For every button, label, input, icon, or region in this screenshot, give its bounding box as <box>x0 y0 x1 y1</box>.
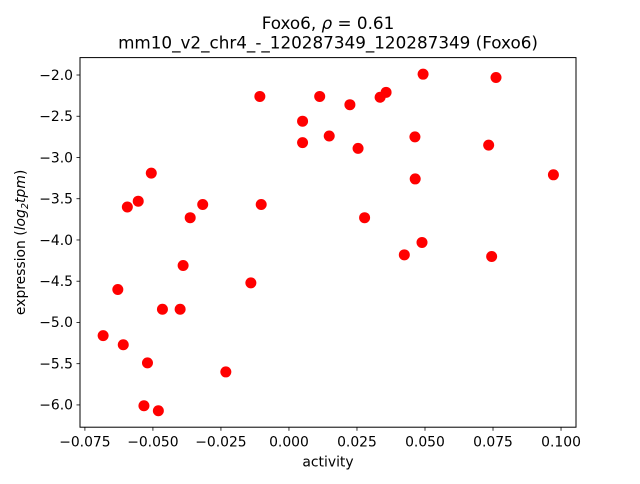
x-tick-label: 0.050 <box>405 435 445 451</box>
data-point <box>547 169 559 181</box>
data-point <box>97 330 109 342</box>
data-point <box>409 131 421 143</box>
chart-title: Foxo6, ρ = 0.61 <box>262 13 395 33</box>
y-tick-label: −5.5 <box>39 356 73 372</box>
x-tick-label: −0.075 <box>59 435 110 451</box>
data-point <box>417 68 429 80</box>
y-axis-ticks: −2.0 −2.5 −3.0 −3.5 −4.0 −4.5 −5.0 −5.5 −6.0 <box>39 68 80 414</box>
title-value: = 0.61 <box>332 13 394 33</box>
y-tick-label: −4.5 <box>39 274 73 290</box>
data-point <box>245 277 257 289</box>
x-axis-ticks: −0.075 −0.050 −0.025 0.000 0.025 0.050 0.075 0.… <box>59 427 581 451</box>
data-point <box>255 198 267 210</box>
y-axis-label: expression (log2tpm) <box>13 170 31 315</box>
data-point <box>145 167 157 179</box>
data-point <box>141 357 153 369</box>
ylabel-log: log <box>13 209 29 230</box>
data-point <box>380 86 392 98</box>
data-point <box>297 137 309 149</box>
x-tick-label: 0.000 <box>269 435 309 451</box>
data-point <box>138 400 150 412</box>
data-point <box>398 249 410 261</box>
data-point <box>156 303 168 315</box>
y-tick-label: −3.0 <box>39 150 73 166</box>
x-tick-label: −0.050 <box>127 435 178 451</box>
y-tick-label: −5.0 <box>39 315 73 331</box>
data-point <box>152 405 164 417</box>
data-point <box>409 173 421 185</box>
title-rho-symbol: ρ <box>322 13 333 33</box>
plot-area-frame <box>79 57 577 428</box>
y-tick-label: −6.0 <box>39 398 73 414</box>
data-point <box>121 201 133 213</box>
data-point <box>352 142 364 154</box>
y-tick-label: −2.5 <box>39 109 73 125</box>
chart-subtitle: mm10_v2_chr4_-_120287349_120287349 (Foxo… <box>118 33 538 54</box>
data-point <box>177 260 189 272</box>
data-point <box>132 195 144 207</box>
ylabel-subscript: 2 <box>20 203 31 209</box>
ylabel-tpm: tpm <box>13 175 29 203</box>
y-tick-label: −2.0 <box>39 68 73 84</box>
data-point <box>323 130 335 142</box>
ylabel-prefix: expression ( <box>13 230 29 315</box>
y-tick-label: −4.0 <box>39 233 73 249</box>
x-tick-label: 0.025 <box>337 435 377 451</box>
data-point <box>483 139 495 151</box>
data-point <box>112 283 124 295</box>
y-tick-label: −3.5 <box>39 192 73 208</box>
data-point <box>297 115 309 127</box>
x-tick-label: 0.100 <box>541 435 581 451</box>
data-point <box>117 339 129 351</box>
data-point <box>344 99 356 111</box>
data-point <box>254 90 266 102</box>
data-point <box>490 71 502 83</box>
data-point <box>416 236 428 248</box>
ylabel-suffix: ) <box>13 170 29 175</box>
data-point <box>197 198 209 210</box>
x-tick-label: −0.025 <box>195 435 246 451</box>
data-point <box>184 212 196 224</box>
data-point <box>220 366 232 378</box>
data-point <box>314 90 326 102</box>
data-point <box>174 303 186 315</box>
x-tick-label: 0.075 <box>473 435 513 451</box>
data-points <box>97 68 559 417</box>
title-prefix: Foxo6, <box>262 13 322 33</box>
x-axis-label: activity <box>302 455 353 471</box>
data-point <box>359 212 371 224</box>
data-point <box>486 250 498 262</box>
